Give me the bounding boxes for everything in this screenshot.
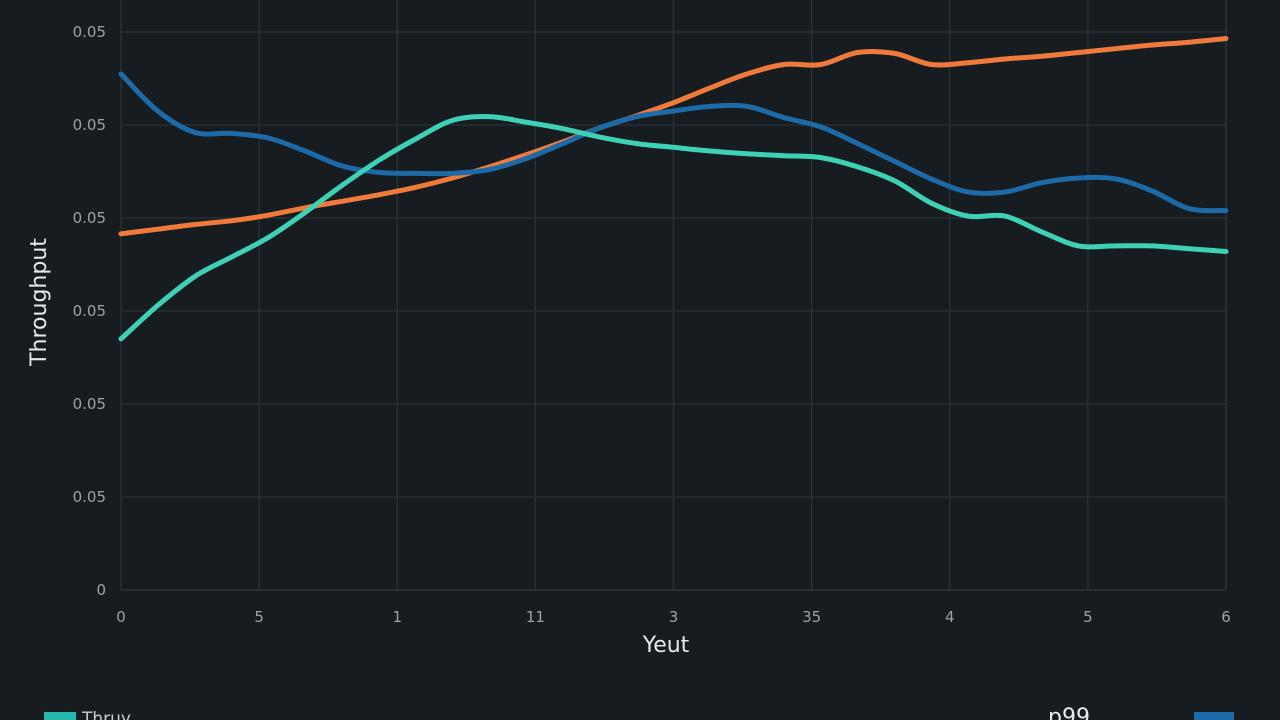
legend-swatch-1: [1194, 712, 1234, 720]
legend: Thruy p99: [44, 705, 1234, 720]
series-line-0: [118, 36, 1229, 237]
grid: [120, 0, 1227, 591]
y-tick-label: 0: [96, 581, 106, 599]
x-tick-label: 11: [526, 608, 545, 626]
y-tick-label: 0.05: [73, 302, 106, 320]
y-tick-label: 0.05: [73, 209, 106, 227]
y-tick-label: 0.05: [73, 116, 106, 134]
y-axis-title: Throughput: [27, 238, 52, 367]
y-tick-label: 0.05: [73, 488, 106, 506]
x-axis-title: Yeut: [642, 633, 690, 658]
legend-label-0: Thruy: [81, 709, 131, 720]
series-line-1: [118, 71, 1229, 214]
x-tick-label: 6: [1221, 608, 1231, 626]
x-tick-label: 5: [1083, 608, 1093, 626]
x-tick-label: 35: [802, 608, 821, 626]
legend-swatch-0: [44, 712, 76, 720]
y-tick-label: 0.05: [73, 23, 106, 41]
legend-label-1: p99: [1048, 705, 1090, 720]
x-tick-label: 0: [116, 608, 126, 626]
y-tick-label: 0.05: [73, 395, 106, 413]
x-tick-label: 3: [669, 608, 679, 626]
tick-labels: 00.050.050.050.050.050.050 5 1 11 3 35 4 5 6: [73, 23, 1231, 626]
series-line-2: [118, 114, 1229, 342]
x-tick-label: 1: [392, 608, 402, 626]
x-tick-label: 4: [945, 608, 955, 626]
x-tick-label: 5: [254, 608, 264, 626]
series-lines: [118, 36, 1229, 342]
